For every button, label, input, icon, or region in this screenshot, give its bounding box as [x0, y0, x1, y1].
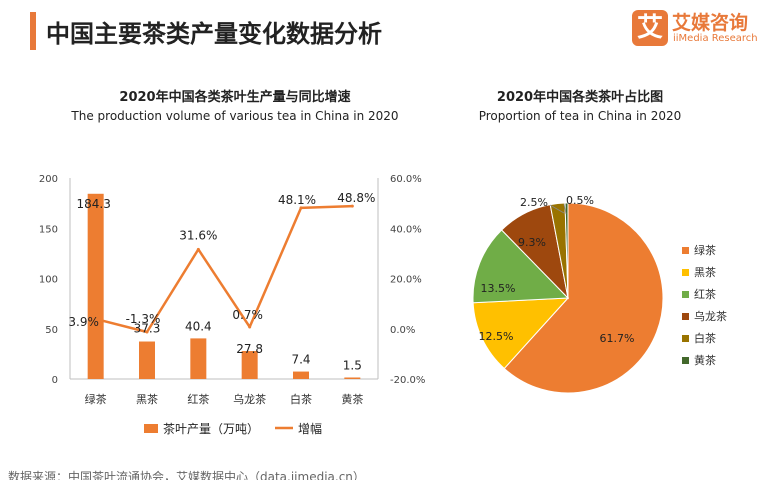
- pie-data-label: 2.5%: [520, 196, 548, 209]
- pie-legend-swatch: [682, 269, 689, 276]
- pie-legend-label: 黑茶: [694, 266, 716, 279]
- pie-legend-label: 白茶: [694, 331, 716, 345]
- left-y-tick-label: 150: [39, 224, 58, 235]
- pie-slice: [564, 202, 569, 299]
- bar-data-label: 37.3: [134, 322, 161, 336]
- x-tick-label: 乌龙茶: [233, 392, 266, 406]
- pie-legend-swatch: [682, 357, 689, 364]
- bar: [139, 341, 155, 379]
- growth-point: [299, 206, 303, 210]
- bar: [190, 338, 207, 379]
- bar: [241, 351, 258, 379]
- pie-data-label: 9.3%: [518, 236, 546, 249]
- left-y-tick-label: 50: [45, 325, 58, 336]
- right-y-tick-label: 20.0%: [390, 275, 422, 286]
- x-tick-label: 绿茶: [85, 392, 107, 406]
- pie-data-label: 12.5%: [479, 330, 514, 343]
- pie-leader-line: [549, 204, 565, 214]
- right-y-tick-label: 40.0%: [390, 224, 422, 235]
- pie-legend-label: 乌龙茶: [694, 309, 727, 323]
- growth-data-label: 31.6%: [179, 228, 217, 242]
- bar: [293, 371, 309, 379]
- legend-line-label: 增幅: [298, 421, 322, 436]
- bar-data-label: 1.5: [343, 358, 362, 372]
- bar-chart-subtitle: The production volume of various tea in …: [71, 109, 399, 123]
- pie-leader-line: [563, 203, 567, 215]
- pie-legend-label: 绿茶: [694, 243, 716, 257]
- left-y-tick-label: 200: [39, 174, 58, 185]
- pie-legend-label: 红茶: [694, 288, 716, 301]
- right-y-tick-label: 0.0%: [390, 325, 415, 336]
- pie-chart-subtitle: Proportion of tea in China in 2020: [478, 109, 682, 123]
- pie-slice: [503, 202, 664, 394]
- pie-slice: [472, 297, 570, 370]
- logo-name-cn: 艾媒咨询: [672, 12, 749, 34]
- growth-point: [196, 247, 200, 251]
- pie-data-label: 0.5%: [566, 194, 594, 207]
- pie-data-label: 13.5%: [481, 282, 516, 295]
- pie-chart-title: 2020年中国各类茶叶占比图: [496, 90, 664, 105]
- legend-bar-label: 茶叶产量（万吨）: [163, 421, 259, 436]
- logo-mark: 艾: [632, 10, 668, 46]
- iimedia-logo: 艾 艾媒咨询 iiMedia Research: [632, 8, 762, 52]
- bar-data-label: 40.4: [185, 319, 212, 333]
- pie-legend-label: 黄茶: [694, 353, 716, 367]
- x-tick-label: 白茶: [290, 392, 312, 406]
- left-y-tick-label: 100: [39, 275, 58, 286]
- bar-data-label: 27.8: [236, 342, 263, 356]
- growth-point: [248, 325, 252, 329]
- bar-data-label: 7.4: [291, 353, 310, 367]
- x-tick-label: 黑茶: [136, 393, 158, 406]
- right-y-tick-label: 60.0%: [390, 174, 422, 185]
- data-source-note: 数据来源：中国茶叶流通协会，艾媒数据中心（data.iimedia.cn）: [8, 470, 365, 480]
- pie-legend-swatch: [682, 313, 689, 320]
- bar: [344, 377, 361, 379]
- pie-slice: [472, 229, 570, 304]
- pie-legend-swatch: [682, 247, 689, 254]
- pie-legend-swatch: [682, 335, 689, 342]
- growth-data-label: 48.8%: [337, 191, 375, 205]
- title-accent-bar: [30, 12, 36, 50]
- bar-data-label: 184.3: [76, 197, 110, 211]
- left-y-tick-label: 0: [52, 375, 58, 386]
- pie-data-label: 61.7%: [600, 332, 635, 345]
- logo-name-en: iiMedia Research: [673, 33, 758, 44]
- bar-chart-title: 2020年中国各类茶叶生产量与同比增速: [119, 90, 351, 105]
- x-tick-label: 红茶: [187, 393, 209, 406]
- pie-legend-swatch: [682, 291, 689, 298]
- legend-bar-swatch: [144, 424, 158, 433]
- growth-point: [94, 317, 98, 321]
- growth-line: [95, 204, 353, 334]
- growth-point: [350, 204, 354, 208]
- growth-data-label: 0.7%: [232, 308, 263, 322]
- growth-data-label: 3.9%: [68, 315, 99, 329]
- bar: [87, 193, 104, 379]
- right-y-tick-label: -20.0%: [390, 375, 425, 386]
- pie-chart-title-block: 2020年中国各类茶叶占比图 Proportion of tea in Chin…: [460, 86, 700, 123]
- growth-data-label: 48.1%: [278, 193, 316, 207]
- bar-chart-title-block: 2020年中国各类茶叶生产量与同比增速 The production volum…: [60, 86, 410, 123]
- page-title: 中国主要茶类产量变化数据分析: [46, 20, 382, 48]
- x-tick-label: 黄茶: [341, 392, 363, 406]
- growth-point: [145, 330, 149, 334]
- growth-data-label: -1.3%: [126, 312, 161, 326]
